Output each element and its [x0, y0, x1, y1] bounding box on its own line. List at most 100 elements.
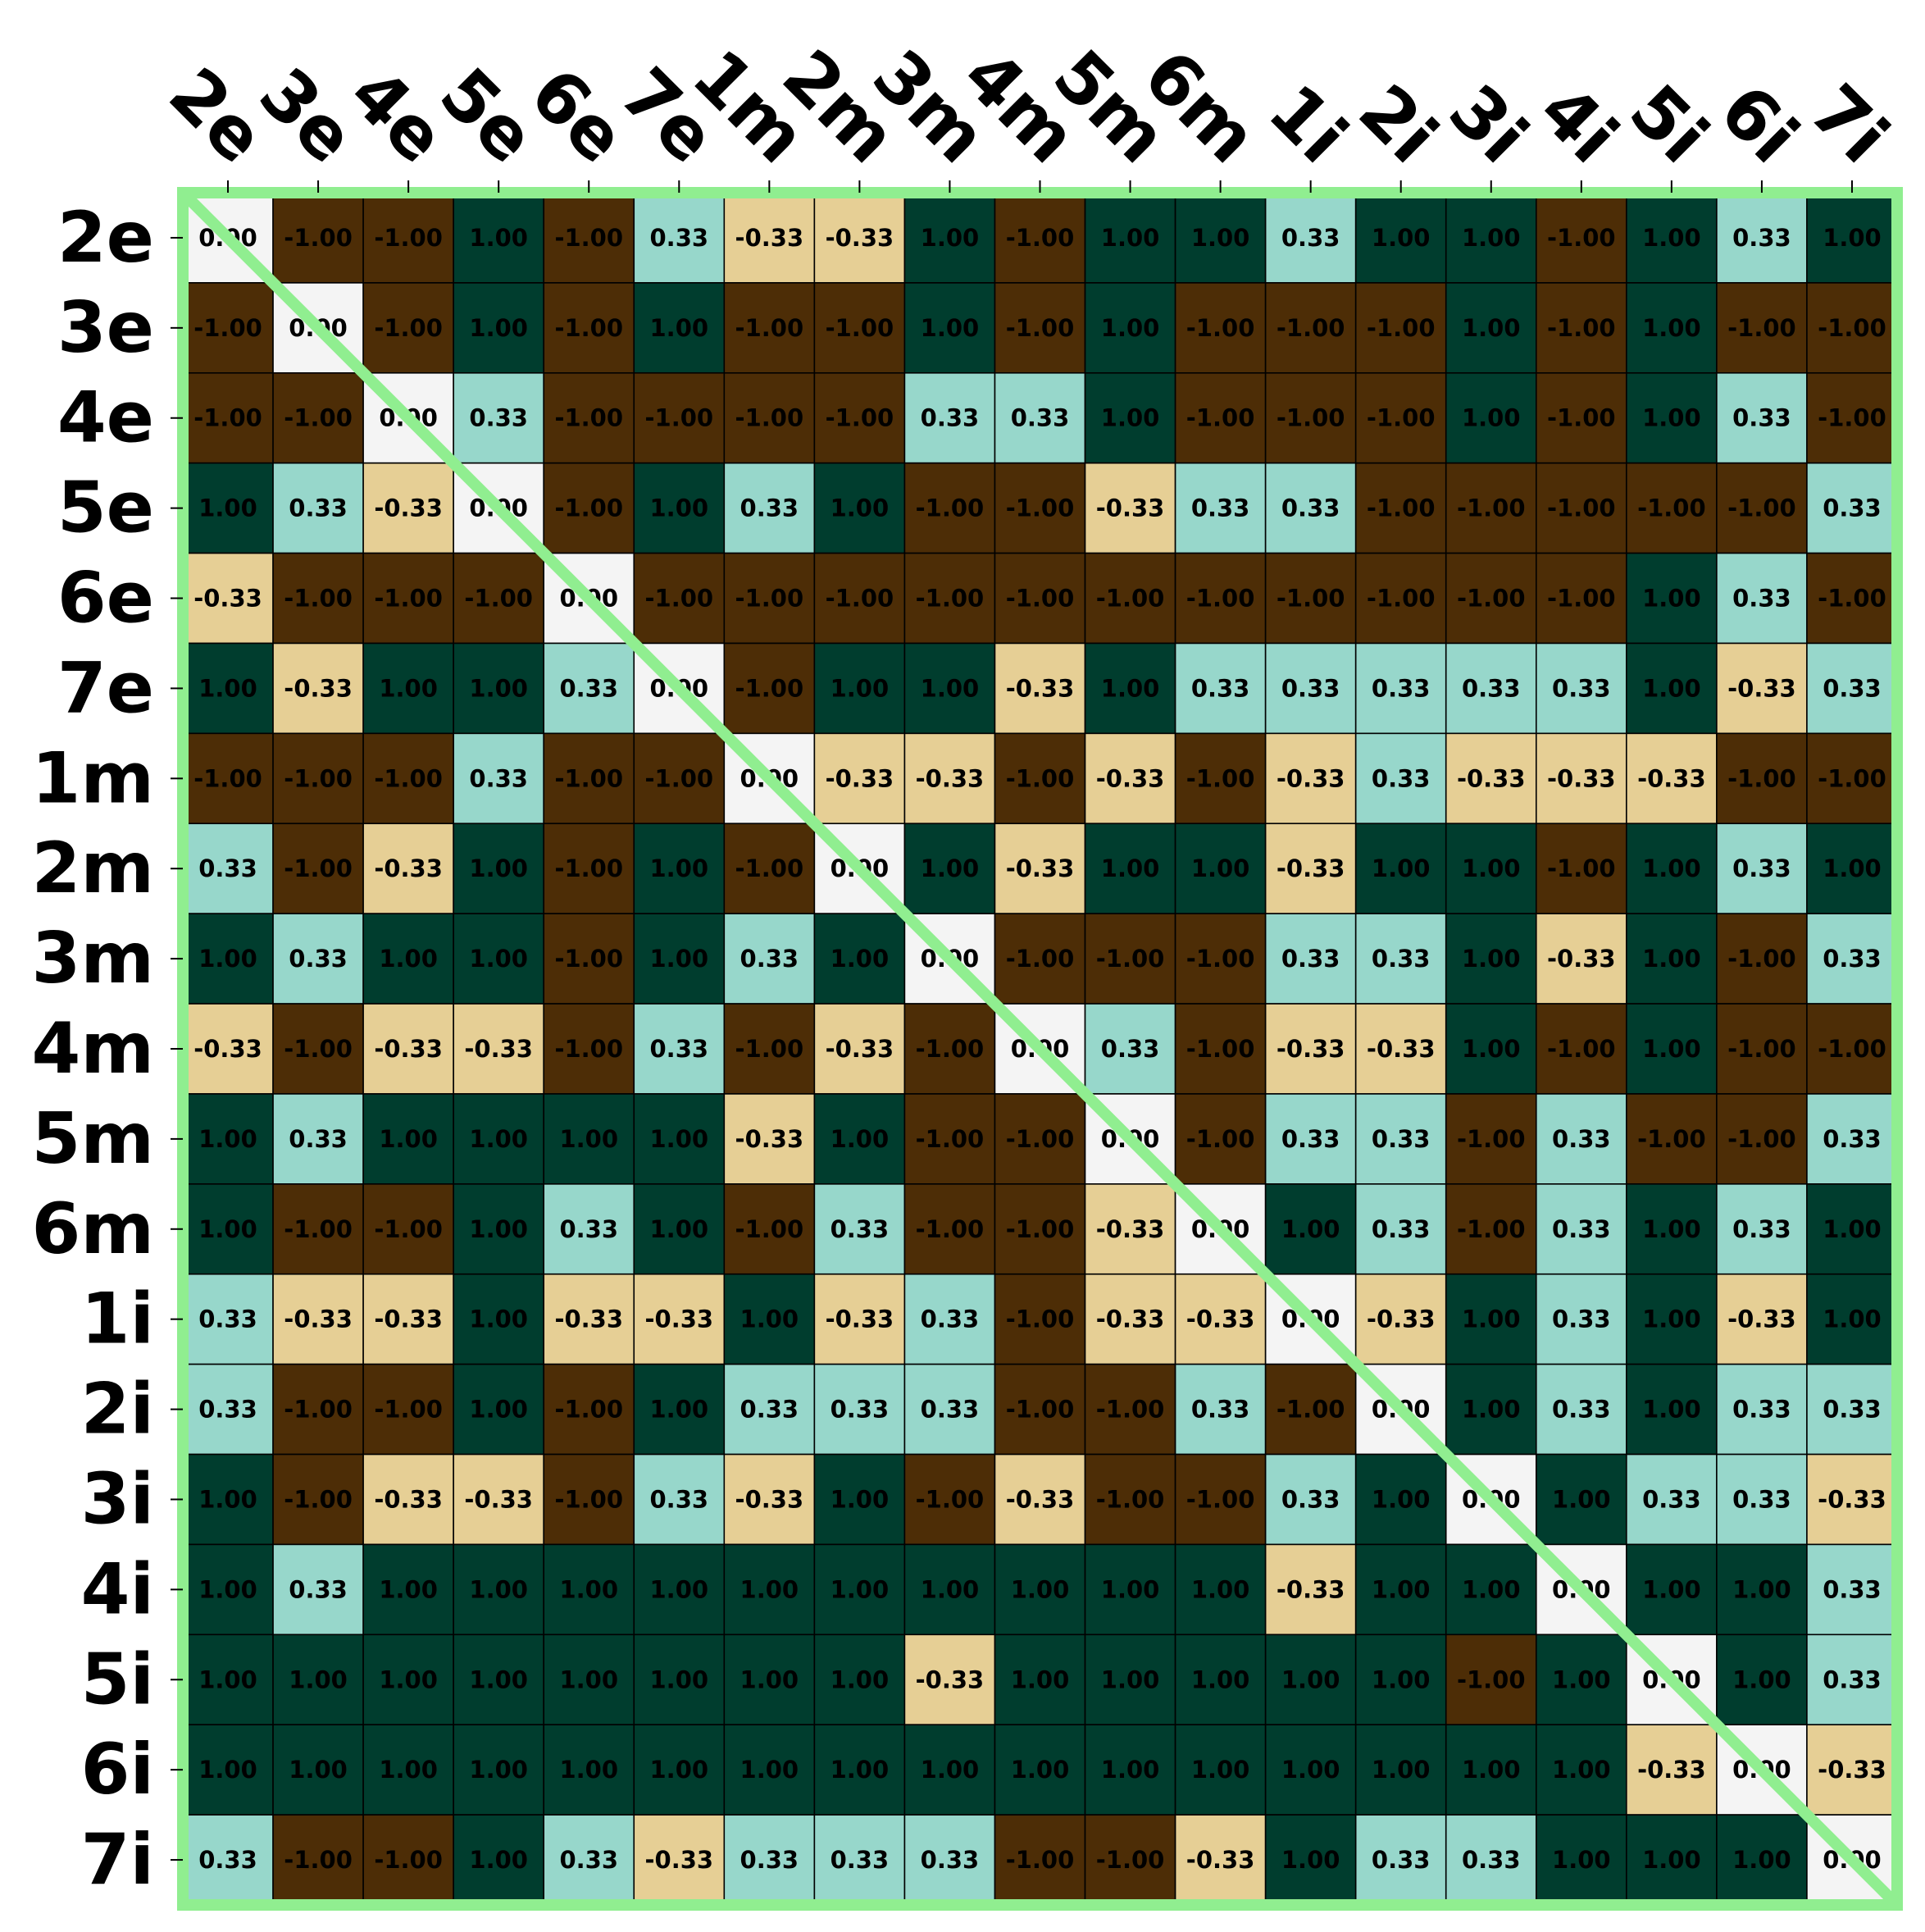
heatmap-cell-5e-7i	[1806, 462, 1898, 554]
diagonal-line-layer	[179, 189, 1901, 1909]
cell-value-label: -1.00	[554, 1396, 623, 1424]
cell-value-label: 1.00	[1101, 1756, 1160, 1784]
cell-value-label: 1.00	[1101, 674, 1160, 702]
heatmap-cell-1i-5i	[1626, 1273, 1718, 1365]
cell-value-label: -1.00	[1277, 314, 1345, 342]
heatmap-cell-1m-2m	[813, 732, 906, 825]
cell-value-label: -1.00	[1727, 1125, 1796, 1153]
cell-value-label: -0.33	[826, 1035, 894, 1063]
cell-value-label: -1.00	[1186, 585, 1255, 613]
heatmap-cell-7i-3i	[1445, 1814, 1537, 1906]
cell-value-label: -1.00	[735, 854, 804, 882]
cell-value-label: -1.00	[374, 764, 443, 792]
cell-value-label: -1.00	[1637, 494, 1706, 522]
heatmap-cell-5e-5m	[1084, 462, 1176, 554]
cell-value-label: 0.33	[1552, 1396, 1611, 1424]
heatmap-cell-3m-1m	[723, 913, 816, 1005]
cell-value-label: -1.00	[826, 585, 894, 613]
heatmap-cell-3m-6e	[543, 913, 635, 1005]
heatmap-cell-7e-5i	[1626, 642, 1718, 735]
cell-value-label: -1.00	[374, 1215, 443, 1243]
cell-value-label: 1.00	[1642, 674, 1701, 702]
cell-value-label: 0.33	[1823, 945, 1882, 973]
heatmap-cell-2i-6e	[543, 1363, 635, 1456]
cell-value-label: 1.00	[1552, 1756, 1611, 1784]
heatmap-cell-5e-5i	[1626, 462, 1718, 554]
heatmap-cell-6i-4e	[362, 1724, 454, 1816]
cell-value-label: 1.00	[1642, 314, 1701, 342]
cell-value-label: -1.00	[554, 404, 623, 432]
heatmap-cell-7i-2i	[1354, 1814, 1447, 1906]
cell-value-label: -0.33	[284, 1305, 353, 1333]
cell-value-label: 1.00	[921, 1575, 980, 1603]
cell-value-label: 1.00	[1191, 1575, 1250, 1603]
heatmap-cell-5m-4i	[1535, 1093, 1627, 1185]
heatmap-cell-2i-3m	[903, 1363, 996, 1456]
cell-value-label: 0.33	[198, 1846, 257, 1874]
heatmap-cell-6m-6e	[543, 1183, 635, 1275]
heatmap-cell-4m-5m	[1084, 1003, 1176, 1095]
heatmap-cell-3i-4i	[1535, 1453, 1627, 1546]
cell-value-label: -1.00	[1096, 1846, 1165, 1874]
cell-value-label: 1.00	[1642, 1575, 1701, 1603]
cell-value-label: -1.00	[826, 404, 894, 432]
heatmap-cell-5m-1m	[723, 1093, 816, 1185]
cell-value-label: 0.33	[1281, 494, 1340, 522]
cell-value-label: 1.00	[650, 314, 709, 342]
cell-value-label: -1.00	[916, 585, 985, 613]
heatmap-cell-5i-3e	[272, 1634, 364, 1726]
cell-value-label: 1.00	[559, 1125, 618, 1153]
cell-value-label: -1.00	[1006, 1396, 1075, 1424]
heatmap-cell-5e-2m	[813, 462, 906, 554]
cell-value-label: 1.00	[1462, 314, 1521, 342]
cell-value-label: -0.33	[1096, 1305, 1165, 1333]
cell-value-label: -1.00	[554, 945, 623, 973]
heatmap-cell-5e-3e	[272, 462, 364, 554]
heatmap-cell-7e-6e	[543, 642, 635, 735]
y-tick-label-2i: 2i	[81, 1369, 154, 1451]
heatmap-cell-6i-7i	[1806, 1724, 1898, 1816]
heatmap-cell-4e-4m	[994, 371, 1086, 464]
cell-value-label: -0.33	[1006, 854, 1075, 882]
y-tick-label-1i: 1i	[81, 1278, 154, 1360]
heatmap-cell-5e-2i	[1354, 462, 1447, 554]
cell-value-label: -1.00	[1818, 585, 1886, 613]
cell-value-label: -0.33	[193, 1035, 262, 1063]
heatmap-cell-7e-3i	[1445, 642, 1537, 735]
cell-value-label: 1.00	[650, 945, 709, 973]
heatmap-cell-6i-2e	[182, 1724, 274, 1816]
cell-value-label: 0.33	[1372, 1846, 1431, 1874]
cell-value-label: 1.00	[650, 854, 709, 882]
cell-value-label: -0.33	[1727, 674, 1796, 702]
heatmap-cell-1m-2i	[1354, 732, 1447, 825]
heatmap-cell-5i-6i	[1716, 1634, 1808, 1726]
cell-value-label: 1.00	[1642, 404, 1701, 432]
heatmap-cell-4e-7i	[1806, 371, 1898, 464]
heatmap-cell-3i-1m	[723, 1453, 816, 1546]
cell-value-label: 0.33	[740, 1396, 799, 1424]
heatmap-cell-4i-1m	[723, 1543, 816, 1636]
cell-value-label: -1.00	[916, 494, 985, 522]
heatmap-cell-2i-6i	[1716, 1363, 1808, 1456]
heatmap-cell-2i-1m	[723, 1363, 816, 1456]
cell-value-label: 1.00	[1281, 1665, 1340, 1693]
heatmap-cell-7i-1i	[1264, 1814, 1357, 1906]
heatmap-cell-5m-7i	[1806, 1093, 1898, 1185]
heatmap-cell-5e-6m	[1174, 462, 1267, 554]
heatmap-cell-5m-5i	[1626, 1093, 1718, 1185]
cell-value-label: 0.33	[198, 1305, 257, 1333]
cell-value-label: -0.33	[1547, 764, 1616, 792]
heatmap-cell-7i-1m	[723, 1814, 816, 1906]
cell-value-label: 1.00	[831, 1575, 890, 1603]
heatmap-cell-5i-3i	[1445, 1634, 1537, 1726]
cell-value-label: 1.00	[1642, 1396, 1701, 1424]
cell-value-label: 0.33	[1281, 1485, 1340, 1513]
heatmap-cell-7i-7e	[633, 1814, 726, 1906]
diagonal-line	[179, 189, 1901, 1909]
heatmap-cell-2m-6m	[1174, 822, 1267, 914]
heatmap-cell-4m-2i	[1354, 1003, 1447, 1095]
cell-value-label: -1.00	[374, 1846, 443, 1874]
heatmap-cell-1m-6i	[1716, 732, 1808, 825]
heatmap-cell-2e-3i	[1445, 192, 1537, 284]
heatmap-cell-2i-2m	[813, 1363, 906, 1456]
